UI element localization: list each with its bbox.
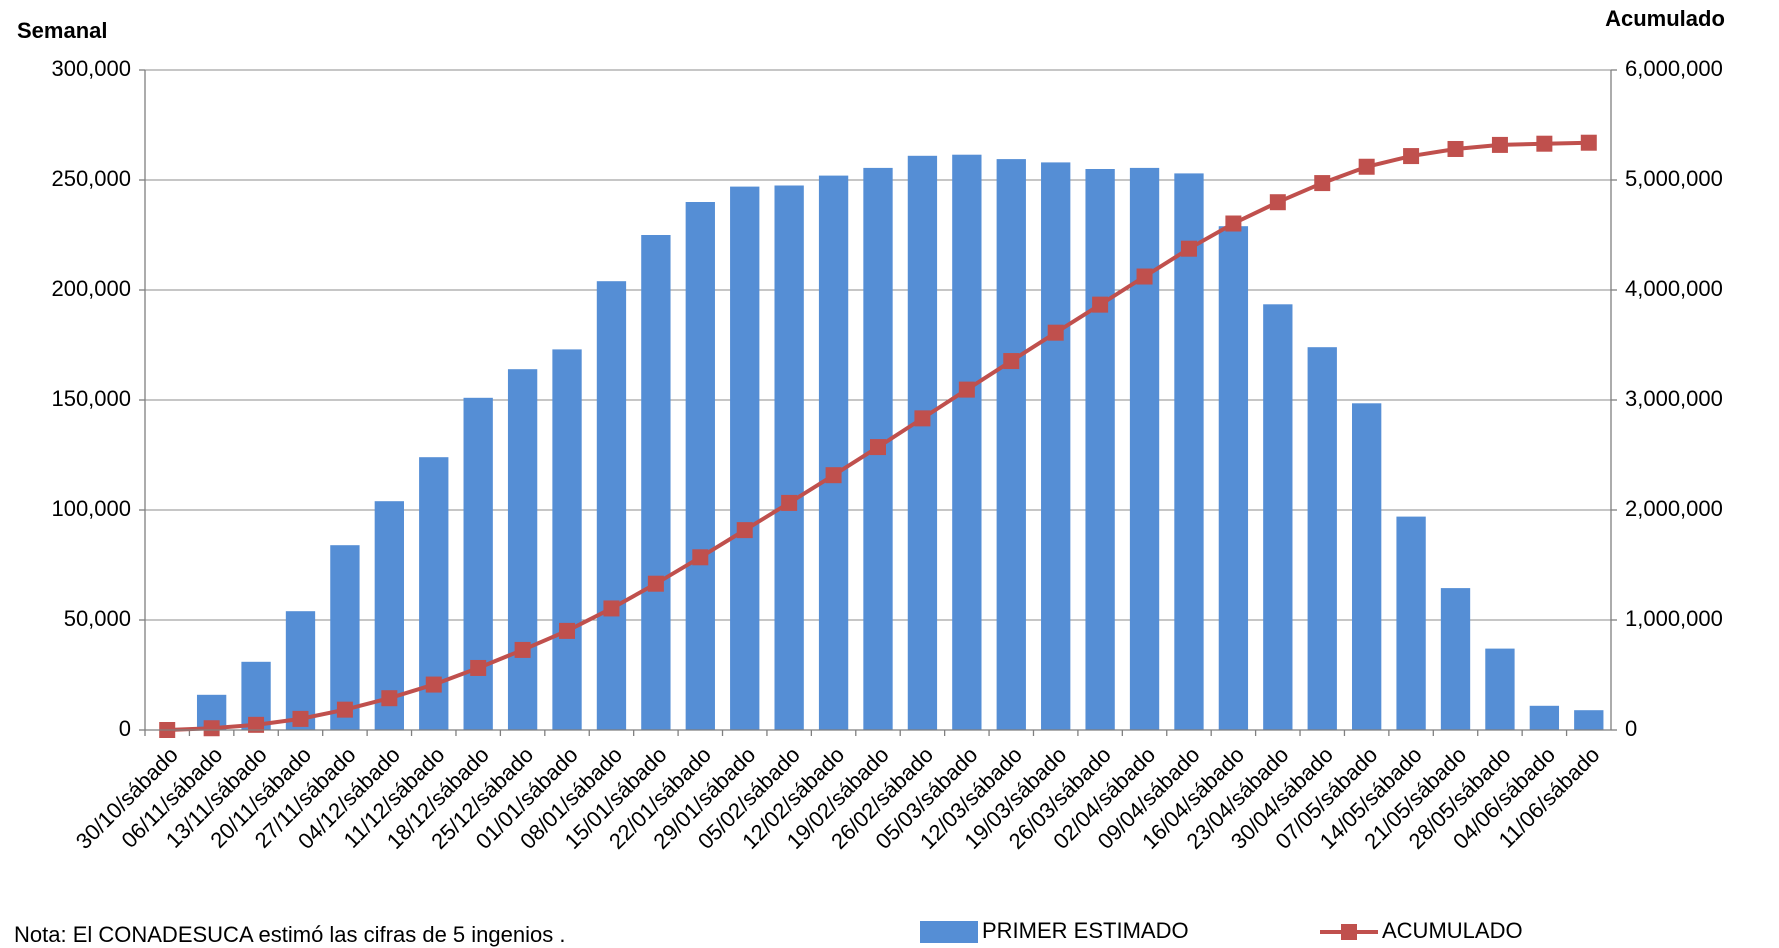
line-marker (425, 676, 442, 693)
bar (1129, 167, 1160, 730)
bar (996, 159, 1026, 731)
y-axis-title: Semanal (17, 18, 108, 43)
bar (774, 185, 804, 730)
y-tick-label: 0 (119, 716, 131, 741)
legend-label: ACUMULADO (1382, 918, 1523, 943)
line-marker (1580, 134, 1597, 151)
y-tick-label: 300,000 (51, 56, 131, 81)
line-marker (692, 549, 709, 566)
bar (285, 611, 316, 730)
y2-axis-title: Acumulado (1605, 6, 1725, 31)
line-marker (1314, 175, 1331, 192)
line-marker (1536, 135, 1553, 152)
bar (552, 349, 582, 730)
bar (1307, 347, 1337, 730)
y-tick-label: 150,000 (51, 386, 131, 411)
line-marker (559, 622, 576, 639)
bar (1396, 516, 1426, 730)
line-marker (1047, 324, 1064, 341)
y2-tick-label: 5,000,000 (1625, 166, 1723, 191)
bar (330, 545, 360, 730)
line-marker (514, 641, 531, 658)
bar (463, 397, 493, 730)
line-marker (470, 659, 487, 676)
bar (1574, 710, 1604, 730)
line-marker (825, 467, 842, 484)
y2-tick-label: 0 (1625, 716, 1637, 741)
line-marker (603, 600, 620, 617)
y-tick-label: 250,000 (51, 166, 131, 191)
bar (818, 175, 849, 731)
line-marker (1225, 215, 1242, 232)
y-tick-label: 100,000 (51, 496, 131, 521)
y2-tick-label: 3,000,000 (1625, 386, 1723, 411)
bar (907, 155, 938, 731)
line-marker (914, 410, 931, 427)
note: Nota: El CONADESUCA estimó las cifras de… (14, 922, 565, 947)
legend-swatch (920, 921, 978, 943)
line-marker (1180, 240, 1197, 257)
line-marker (1092, 296, 1109, 313)
bar (1440, 588, 1471, 730)
bar (1529, 705, 1560, 730)
line-marker (870, 439, 886, 456)
bar (952, 154, 982, 730)
y2-tick-label: 1,000,000 (1625, 606, 1723, 631)
bar (1263, 304, 1293, 730)
line-marker (1003, 353, 1020, 370)
bar (596, 281, 627, 730)
line-marker (248, 716, 265, 733)
y2-tick-label: 4,000,000 (1625, 276, 1723, 301)
line-marker (336, 701, 353, 718)
line-marker (1403, 148, 1420, 165)
line-marker (1447, 140, 1464, 157)
line-marker (1269, 194, 1286, 211)
bar (641, 235, 671, 730)
y2-tick-label: 6,000,000 (1625, 56, 1723, 81)
legend-label: PRIMER ESTIMADO (982, 918, 1189, 943)
line-marker (381, 690, 398, 707)
line-marker (1358, 158, 1375, 175)
bar (685, 202, 715, 730)
y-tick-label: 200,000 (51, 276, 131, 301)
line-marker (781, 494, 798, 511)
line-marker (1136, 268, 1153, 285)
bar (730, 186, 760, 731)
bar (1174, 173, 1204, 730)
line-marker (647, 575, 664, 592)
bar (1218, 226, 1249, 730)
bar (1085, 169, 1115, 730)
line-marker (736, 522, 753, 539)
bar (1485, 648, 1515, 730)
bar (1352, 403, 1382, 730)
line-marker (1491, 136, 1508, 153)
legend-marker (1341, 924, 1357, 940)
line-marker (203, 720, 220, 737)
y2-tick-label: 2,000,000 (1625, 496, 1723, 521)
y-tick-label: 50,000 (64, 606, 131, 631)
bar (507, 369, 538, 730)
bar (1041, 162, 1071, 730)
line-marker (292, 710, 309, 727)
line-marker (958, 381, 975, 398)
